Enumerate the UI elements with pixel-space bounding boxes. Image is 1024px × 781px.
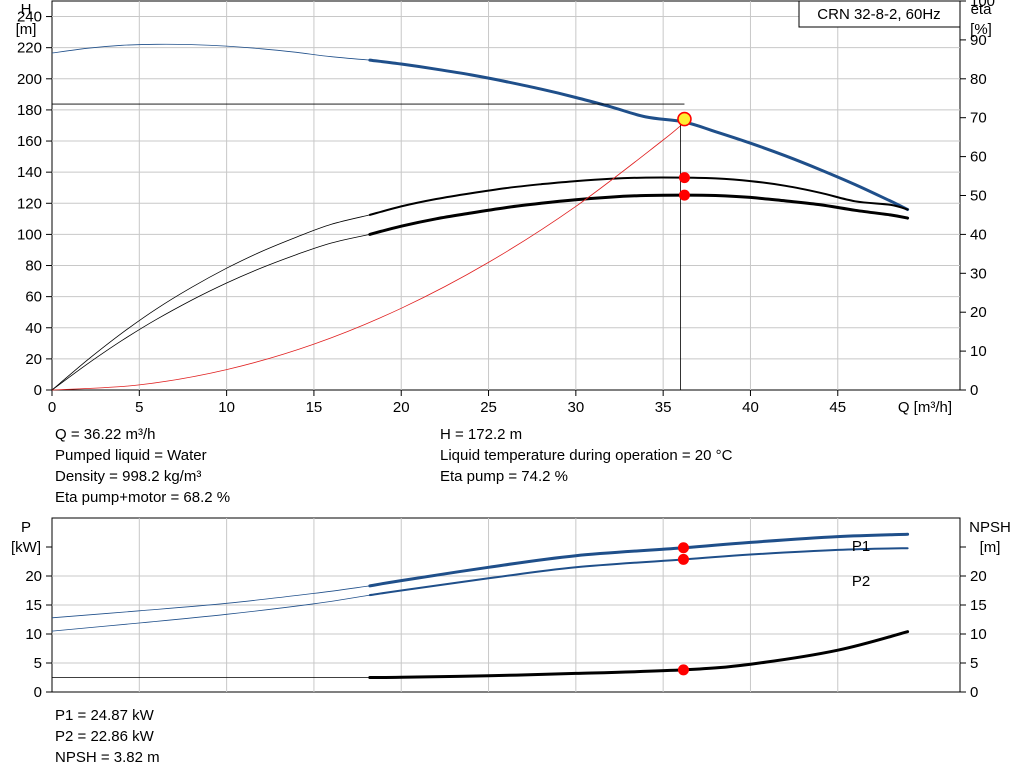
info-p2: P2 = 22.86 kW <box>55 728 154 745</box>
top-xtick-label: 45 <box>829 399 846 416</box>
bottom-label-p1: P1 <box>852 538 870 555</box>
top-xtick-label: 40 <box>742 399 759 416</box>
top-ytick-label-left: 40 <box>25 320 42 337</box>
info-liquid: Pumped liquid = Water <box>55 447 207 464</box>
bottom-ylabel-right-symbol: NPSH <box>969 519 1011 536</box>
bottom-point-p2 <box>677 553 689 565</box>
top-series-1-bold <box>368 176 909 216</box>
top-eta-point-2 <box>678 189 690 201</box>
top-series-0-thin <box>51 43 370 61</box>
top-ylabel-left-unit: [m] <box>16 21 37 38</box>
top-ytick-label-left: 160 <box>17 133 42 150</box>
top-ytick-label-left: 240 <box>17 9 42 26</box>
top-ytick-label-right: 90 <box>970 32 987 49</box>
bottom-ylabel-right-unit: [m] <box>980 539 1001 556</box>
top-ytick-label-right: 10 <box>970 343 987 360</box>
top-series-1-thin <box>51 214 370 391</box>
bottom-ytick-label-right: 15 <box>970 597 987 614</box>
top-ylabel-left-symbol: H <box>21 1 32 18</box>
info-eta-total: Eta pump+motor = 68.2 % <box>55 489 231 506</box>
bottom-ytick-label-left: 15 <box>25 597 42 614</box>
top-ytick-label-right: 100 <box>970 0 995 10</box>
top-ylabel-right-symbol: eta <box>971 1 993 18</box>
info-p1: P1 = 24.87 kW <box>55 707 154 724</box>
bottom-label-p2: P2 <box>852 573 870 590</box>
top-ytick-label-right: 30 <box>970 265 987 282</box>
bottom-ytick-label-right: 5 <box>970 655 978 672</box>
top-operating-point <box>677 111 692 127</box>
top-title: CRN 32-8-2, 60Hz <box>817 6 940 23</box>
bottom-ytick-label-left: 20 <box>25 568 42 585</box>
bottom-ytick-label-left: 10 <box>25 626 42 643</box>
info-h: H = 172.2 m <box>440 426 523 443</box>
top-ytick-label-left: 60 <box>25 289 42 306</box>
info-eta-pump: Eta pump = 74.2 % <box>440 468 568 485</box>
bottom-ylabel-left-symbol: P <box>21 519 31 536</box>
top-plot-frame <box>51 0 961 391</box>
top-ytick-label-left: 220 <box>17 40 42 57</box>
top-ytick-label-right: 0 <box>970 382 978 399</box>
top-title-box <box>798 0 961 28</box>
top-xtick-label: 0 <box>48 399 56 416</box>
top-ytick-label-left: 80 <box>25 258 42 275</box>
top-xtick-label: 20 <box>393 399 410 416</box>
info-npsh: NPSH = 3.82 m <box>55 749 160 766</box>
top-series-3-line <box>51 121 685 391</box>
top-eta-point-1 <box>678 172 690 184</box>
bottom-series-2-bold <box>368 630 910 679</box>
top-series-0-bold <box>368 58 910 211</box>
top-ytick-label-right: 40 <box>970 226 987 243</box>
bottom-point-npsh <box>677 664 689 676</box>
top-ytick-label-right: 50 <box>970 188 987 205</box>
bottom-series-0-bold <box>368 532 910 588</box>
bottom-series-1-thin <box>51 594 370 632</box>
bottom-point-p1 <box>677 542 689 554</box>
top-xtick-label: 30 <box>568 399 585 416</box>
top-ytick-label-right: 20 <box>970 304 987 321</box>
top-ytick-label-left: 180 <box>17 102 42 119</box>
top-xtick-label: 25 <box>480 399 497 416</box>
top-xtick-label: 15 <box>306 399 323 416</box>
top-ytick-label-left: 140 <box>17 164 42 181</box>
info-density: Density = 998.2 kg/m³ <box>55 468 202 485</box>
bottom-ytick-label-right: 20 <box>970 568 987 585</box>
top-ytick-label-left: 120 <box>17 195 42 212</box>
info-q: Q = 36.22 m³/h <box>55 426 156 443</box>
top-ytick-label-left: 100 <box>17 226 42 243</box>
top-ytick-label-right: 80 <box>970 71 987 88</box>
top-ytick-label-left: 0 <box>34 382 42 399</box>
bottom-ytick-label-right: 10 <box>970 626 987 643</box>
top-ytick-label-right: 70 <box>970 110 987 127</box>
top-ytick-label-left: 20 <box>25 351 42 368</box>
bottom-series-0-thin <box>51 585 370 619</box>
top-xtick-label: 5 <box>135 399 143 416</box>
info-temp: Liquid temperature during operation = 20… <box>440 447 733 464</box>
top-xlabel: Q [m³/h] <box>898 399 952 416</box>
bottom-ytick-label-right: 0 <box>970 684 978 701</box>
bottom-series-1-bold <box>368 547 909 597</box>
bottom-ytick-label-left: 0 <box>34 684 42 701</box>
bottom-ylabel-left-unit: [kW] <box>11 539 41 556</box>
top-series-2-bold <box>368 193 910 236</box>
top-xtick-label: 35 <box>655 399 672 416</box>
top-series-2-thin <box>51 234 370 391</box>
bottom-ytick-label-left: 5 <box>34 655 42 672</box>
top-ytick-label-left: 200 <box>17 71 42 88</box>
top-xtick-label: 10 <box>218 399 235 416</box>
top-ylabel-right-unit: [%] <box>970 21 992 38</box>
top-ytick-label-right: 60 <box>970 149 987 166</box>
